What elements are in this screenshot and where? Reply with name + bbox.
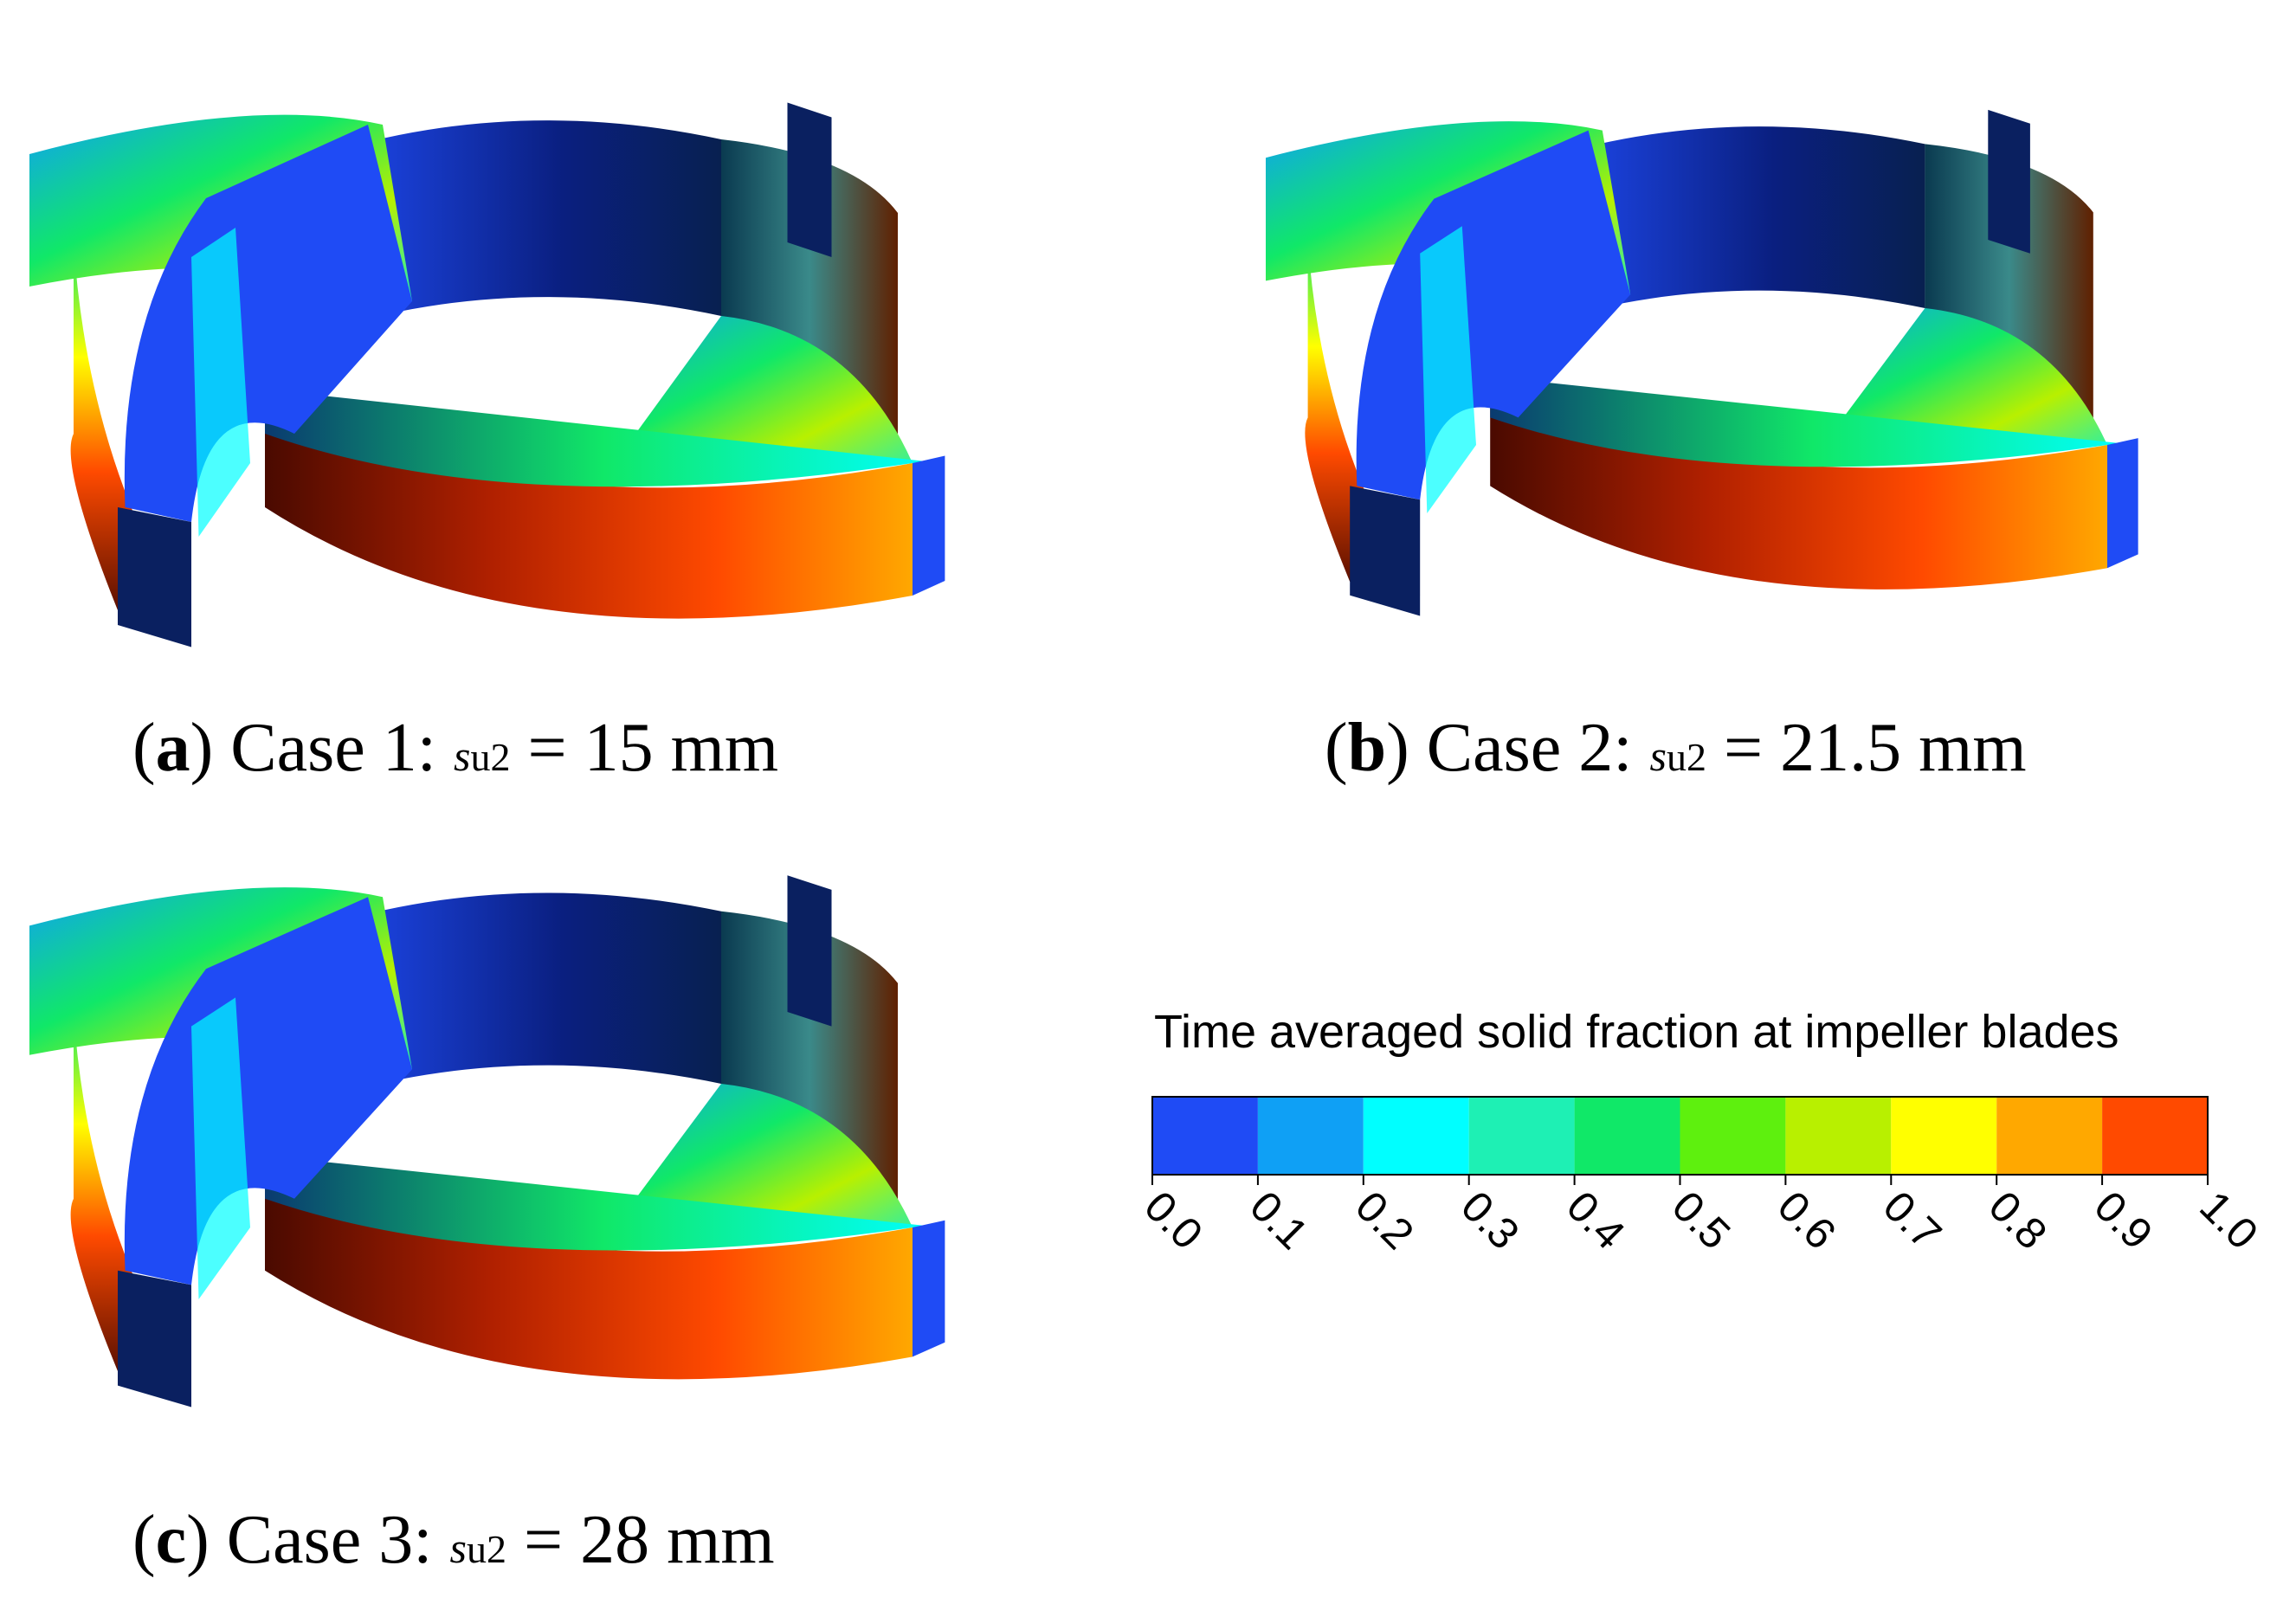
caption: (b) Case 2: su2 = 21.5 mm xyxy=(1325,710,2027,786)
caption: (a) Case 1: su2 = 15 mm xyxy=(132,710,778,786)
caption-paren: ( xyxy=(132,1502,156,1578)
colorbar-segment xyxy=(1257,1097,1364,1175)
colorbar-segment xyxy=(1891,1097,1997,1175)
caption-symbol: s xyxy=(454,731,470,780)
caption-case: ) Case 2: xyxy=(1386,710,1649,786)
colorbar-tick-label: 0.7 xyxy=(1874,1182,1951,1259)
caption-value: = 28 mm xyxy=(506,1502,775,1578)
colorbar-tick-label: 0.1 xyxy=(1241,1182,1318,1259)
colorbar-title: Time averaged solid fraction at impeller… xyxy=(1154,1006,2119,1058)
colorbar-segment xyxy=(1785,1097,1892,1175)
colorbar-tick-label: 0.4 xyxy=(1558,1182,1635,1259)
colorbar-segment xyxy=(1152,1097,1258,1175)
caption-label: b xyxy=(1348,710,1387,786)
caption: (c) Case 3: su2 = 28 mm xyxy=(132,1502,775,1578)
caption-subscript: u2 xyxy=(1667,735,1706,779)
impeller-render xyxy=(29,875,945,1408)
impeller-render xyxy=(29,102,945,647)
colorbar-segment xyxy=(1574,1097,1680,1175)
caption-case: ) Case 1: xyxy=(190,710,454,786)
colorbar-tick-label: 0.8 xyxy=(1979,1182,2056,1259)
colorbar-tick-label: 0.5 xyxy=(1663,1182,1740,1259)
caption-value: = 21.5 mm xyxy=(1706,710,2027,786)
colorbar-segment xyxy=(1468,1097,1575,1175)
impeller-render xyxy=(1266,109,2138,616)
colorbar-tick-label: 0.6 xyxy=(1769,1182,1846,1259)
caption-paren: ( xyxy=(1325,710,1348,786)
caption-subscript: u2 xyxy=(467,1527,506,1571)
caption-paren: ( xyxy=(132,710,156,786)
caption-value: = 15 mm xyxy=(510,710,778,786)
caption-symbol: s xyxy=(1650,731,1667,780)
colorbar-tick-label: 0.0 xyxy=(1135,1182,1212,1259)
colorbar-segment xyxy=(1680,1097,1786,1175)
colorbar-tick-label: 0.9 xyxy=(2085,1182,2162,1259)
caption-case: ) Case 3: xyxy=(186,1502,449,1578)
colorbar-tick-label: 0.3 xyxy=(1452,1182,1529,1259)
colorbar-tick-label: 0.2 xyxy=(1346,1182,1423,1259)
caption-label: a xyxy=(156,710,190,786)
colorbar-segment xyxy=(1363,1097,1469,1175)
colorbar-segment xyxy=(2102,1097,2208,1175)
caption-symbol: s xyxy=(450,1524,467,1572)
caption-label: c xyxy=(156,1502,187,1578)
colorbar-tick-label: 1.0 xyxy=(2190,1182,2267,1259)
caption-subscript: u2 xyxy=(470,735,510,779)
colorbar-segment xyxy=(1996,1097,2103,1175)
